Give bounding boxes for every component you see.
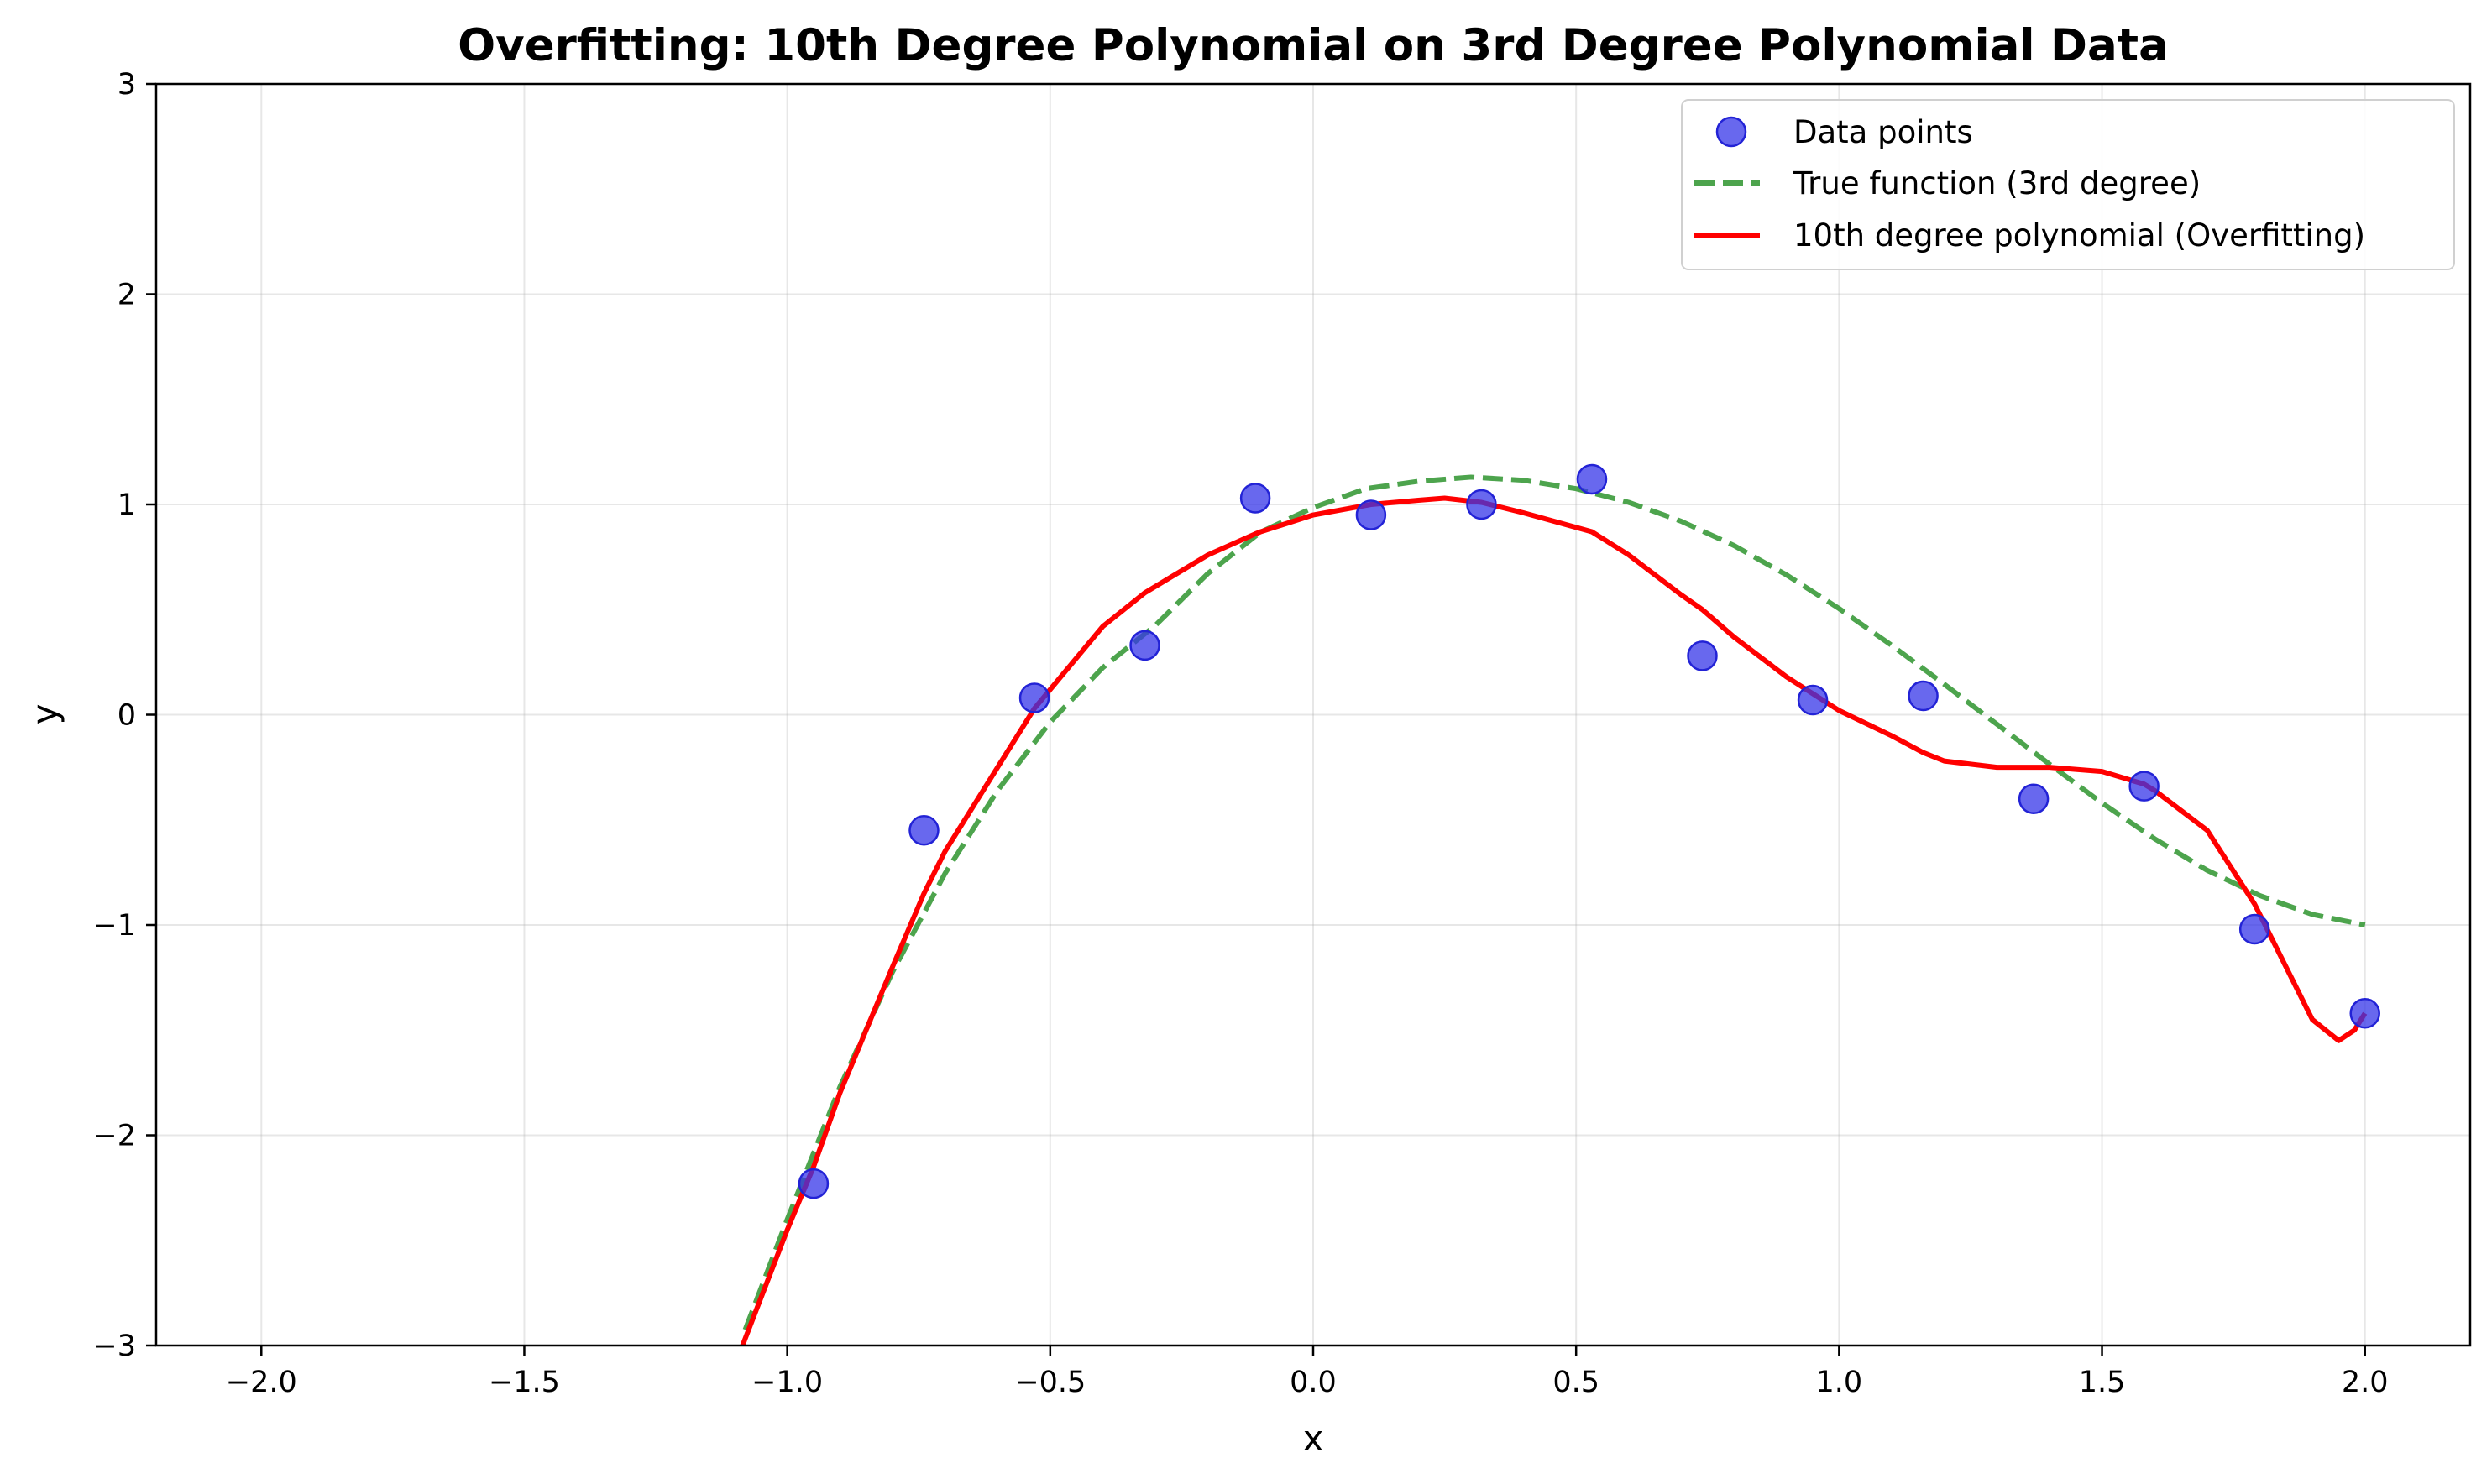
y-tick-label: −1 xyxy=(92,909,136,943)
x-tick-label: 1.0 xyxy=(1816,1366,1863,1399)
data-point xyxy=(1129,630,1160,661)
x-tick-label: 1.5 xyxy=(2079,1366,2126,1399)
x-tick-label: −2.0 xyxy=(226,1366,297,1399)
y-tick-label: 1 xyxy=(118,489,136,522)
y-tick-label: 3 xyxy=(118,68,136,102)
x-tick-label: −0.5 xyxy=(1014,1366,1086,1399)
data-point xyxy=(1797,684,1829,716)
x-tick-label: −1.0 xyxy=(751,1366,823,1399)
plot-area xyxy=(156,84,2470,1346)
series-layer xyxy=(740,463,2380,1346)
x-tick-label: 2.0 xyxy=(2342,1366,2389,1399)
data-point xyxy=(908,815,940,846)
chart-title: Overfitting: 10th Degree Polynomial on 3… xyxy=(458,20,2169,71)
y-tick-label: 2 xyxy=(118,279,136,312)
legend-label-overfit-polynomial: 10th degree polynomial (Overfitting) xyxy=(1793,217,2365,253)
axis-ticks: −2.0 −1.5 −1.0 −0.5 0.0 0.5 1.0 1.5 2.0 −3 −2 −1 0 1 2… xyxy=(92,68,2388,1399)
data-point xyxy=(2349,997,2380,1029)
data-point xyxy=(2238,913,2270,945)
legend-box xyxy=(1681,99,2455,270)
x-tick-label: 0.5 xyxy=(1552,1366,1599,1399)
legend: Data points True function (3rd degree) 1… xyxy=(1681,99,2455,270)
x-axis-label: x xyxy=(1303,1418,1324,1459)
data-point xyxy=(1908,680,1939,712)
data-point xyxy=(1576,463,1608,495)
x-tick-label: 0.0 xyxy=(1290,1366,1337,1399)
y-tick-label: 0 xyxy=(118,699,136,733)
data-point xyxy=(1355,499,1387,530)
legend-marker-data-points xyxy=(1715,116,1747,148)
true-function-line xyxy=(742,474,2366,1331)
x-tick-label: −1.5 xyxy=(489,1366,560,1399)
data-point xyxy=(1018,682,1050,713)
data-point xyxy=(2018,783,2050,814)
data-point xyxy=(798,1168,830,1199)
y-axis-label: y xyxy=(24,704,65,725)
y-tick-label: −2 xyxy=(92,1120,136,1153)
legend-label-data-points: Data points xyxy=(1793,114,1973,150)
data-point xyxy=(2128,771,2160,802)
legend-label-true-function: True function (3rd degree) xyxy=(1793,165,2201,201)
overfit-polynomial-line xyxy=(740,495,2368,1346)
y-tick-label: −3 xyxy=(92,1330,136,1363)
data-point xyxy=(1466,489,1497,520)
data-point xyxy=(1239,483,1271,514)
data-point xyxy=(1687,640,1718,671)
